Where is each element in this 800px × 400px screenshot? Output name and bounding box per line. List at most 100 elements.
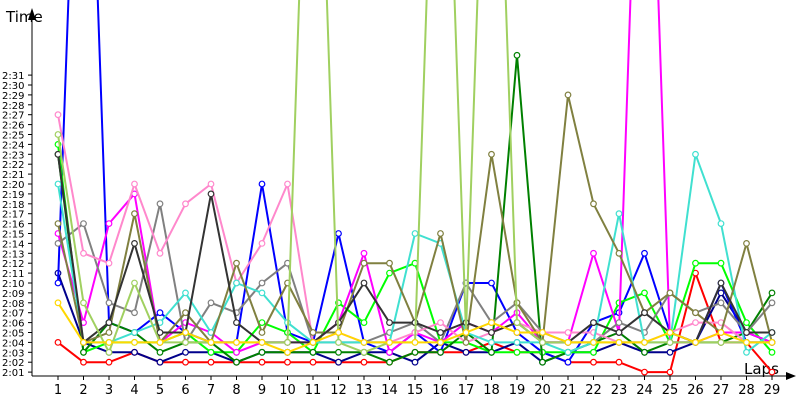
data-point (207, 358, 215, 366)
x-tick-label: 16 (432, 383, 449, 398)
y-tick-label: 2:16 (2, 220, 24, 231)
data-point (54, 339, 62, 346)
data-point (131, 309, 138, 317)
x-tick-label: 24 (636, 383, 653, 398)
data-point (105, 319, 113, 327)
data-point (666, 329, 674, 336)
y-tick-label: 2:06 (2, 319, 24, 330)
x-tick-label: 20 (534, 383, 551, 398)
x-tick-label: 12 (330, 383, 347, 398)
data-point (768, 299, 776, 307)
data-point (564, 339, 572, 346)
data-point (284, 358, 291, 366)
data-point (488, 339, 495, 346)
data-point (717, 279, 725, 287)
data-point (131, 339, 138, 346)
plot-area (54, 0, 776, 376)
axes: Time Laps (5, 8, 796, 380)
data-point (335, 230, 342, 237)
data-point (207, 339, 215, 346)
data-point (743, 348, 750, 356)
data-point (80, 249, 87, 257)
data-point (233, 339, 240, 346)
data-point (513, 329, 521, 336)
data-point (54, 299, 62, 307)
data-point (207, 190, 215, 198)
data-point (156, 348, 164, 356)
data-point (131, 329, 138, 336)
data-point (258, 180, 266, 188)
x-tick-label: 10 (279, 383, 296, 398)
data-point (80, 348, 87, 356)
y-ticks: 2:012:022:032:042:052:062:072:082:092:10… (2, 71, 32, 379)
data-point (564, 91, 572, 99)
data-point (105, 358, 113, 366)
data-point (692, 339, 699, 346)
data-point (360, 348, 368, 356)
data-point (513, 339, 521, 346)
data-point (513, 348, 521, 356)
data-point (258, 239, 266, 247)
data-point (539, 339, 546, 346)
data-point (258, 358, 266, 366)
data-point (182, 309, 189, 317)
data-point (54, 279, 62, 287)
x-tick-label: 25 (662, 383, 679, 398)
data-point (768, 289, 776, 297)
y-tick-label: 2:27 (2, 111, 24, 122)
data-point (717, 220, 725, 228)
data-point (488, 329, 495, 336)
data-point (564, 348, 572, 356)
data-point (309, 358, 317, 366)
y-tick-label: 2:11 (2, 269, 24, 280)
y-tick-label: 2:18 (2, 200, 24, 211)
data-point (284, 339, 291, 346)
data-point (462, 329, 470, 336)
data-point (386, 358, 393, 366)
data-point (411, 230, 419, 237)
data-point (182, 289, 189, 297)
data-point (156, 200, 164, 208)
data-point (360, 339, 368, 346)
x-tick-label: 17 (458, 383, 475, 398)
x-ticks: 1 2 3 4 5 6 7 8 9 10 11 12 13 14 15 16 17 18 19 20 21 22 23 24 2… (54, 376, 780, 398)
x-tick-label: 15 (407, 383, 424, 398)
data-point (641, 309, 648, 317)
series-6 (54, 0, 776, 356)
data-point (743, 329, 750, 336)
data-point (590, 339, 597, 346)
data-point (156, 249, 164, 257)
data-point (590, 348, 597, 356)
data-point (615, 358, 623, 366)
x-tick-label: 13 (356, 383, 373, 398)
y-tick-label: 2:05 (2, 329, 24, 340)
data-point (284, 180, 291, 188)
data-point (182, 348, 189, 356)
data-point (131, 239, 138, 247)
y-tick-label: 2:22 (2, 160, 24, 171)
x-tick-label: 29 (764, 383, 781, 398)
data-point (360, 319, 368, 327)
data-point (258, 348, 266, 356)
y-tick-label: 2:23 (2, 150, 24, 161)
data-point (233, 319, 240, 327)
data-point (462, 348, 470, 356)
data-point (54, 239, 62, 247)
data-point (233, 358, 240, 366)
data-point (386, 269, 393, 277)
data-point (284, 348, 291, 356)
data-point (182, 358, 189, 366)
y-tick-label: 2:21 (2, 170, 24, 181)
data-point (615, 249, 623, 257)
y-tick-label: 2:14 (2, 239, 24, 250)
data-point (54, 180, 62, 188)
data-point (437, 230, 444, 237)
data-point (360, 259, 368, 267)
data-point (156, 339, 164, 346)
data-point (386, 319, 393, 327)
data-point (641, 249, 648, 257)
data-point (564, 358, 572, 366)
data-point (233, 259, 240, 267)
x-tick-label: 4 (130, 383, 138, 398)
